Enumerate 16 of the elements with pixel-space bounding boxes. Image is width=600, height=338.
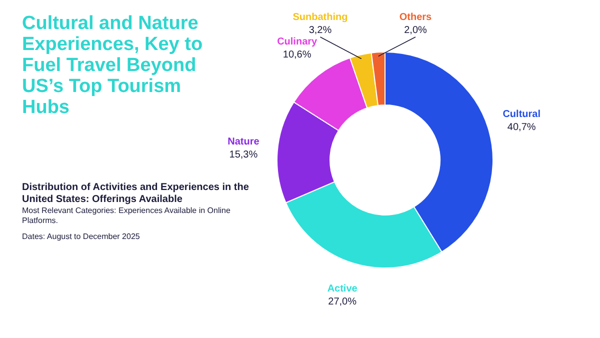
data-label: 15,3% [229, 150, 258, 161]
data-label: 27,0% [328, 296, 357, 308]
slice-label: Cultural [502, 109, 541, 120]
slice-label: Sunbathing [292, 12, 348, 23]
slice-label: Active [327, 283, 358, 294]
slice-label: Culinary [277, 36, 318, 48]
data-label: 3,2% [308, 25, 332, 36]
text: Most Relevant Categories: Experiences Available in Online Platforms. [22, 206, 231, 225]
text: Cultural and Nature Experiences, Key to Fuel Travel Beyond US’s Top Tourism Hubs [22, 13, 203, 118]
data-label: 2,0% [404, 25, 428, 36]
slice-label: Nature [228, 136, 260, 148]
data-label: 10,6% [282, 50, 312, 60]
text: Dates: August to December 2025 [22, 232, 140, 241]
slice-label: Others [399, 12, 432, 23]
text: Distribution of Activities and Experiences in the United States: Offerings Available [22, 182, 250, 205]
data-label: 40,7% [507, 122, 536, 134]
